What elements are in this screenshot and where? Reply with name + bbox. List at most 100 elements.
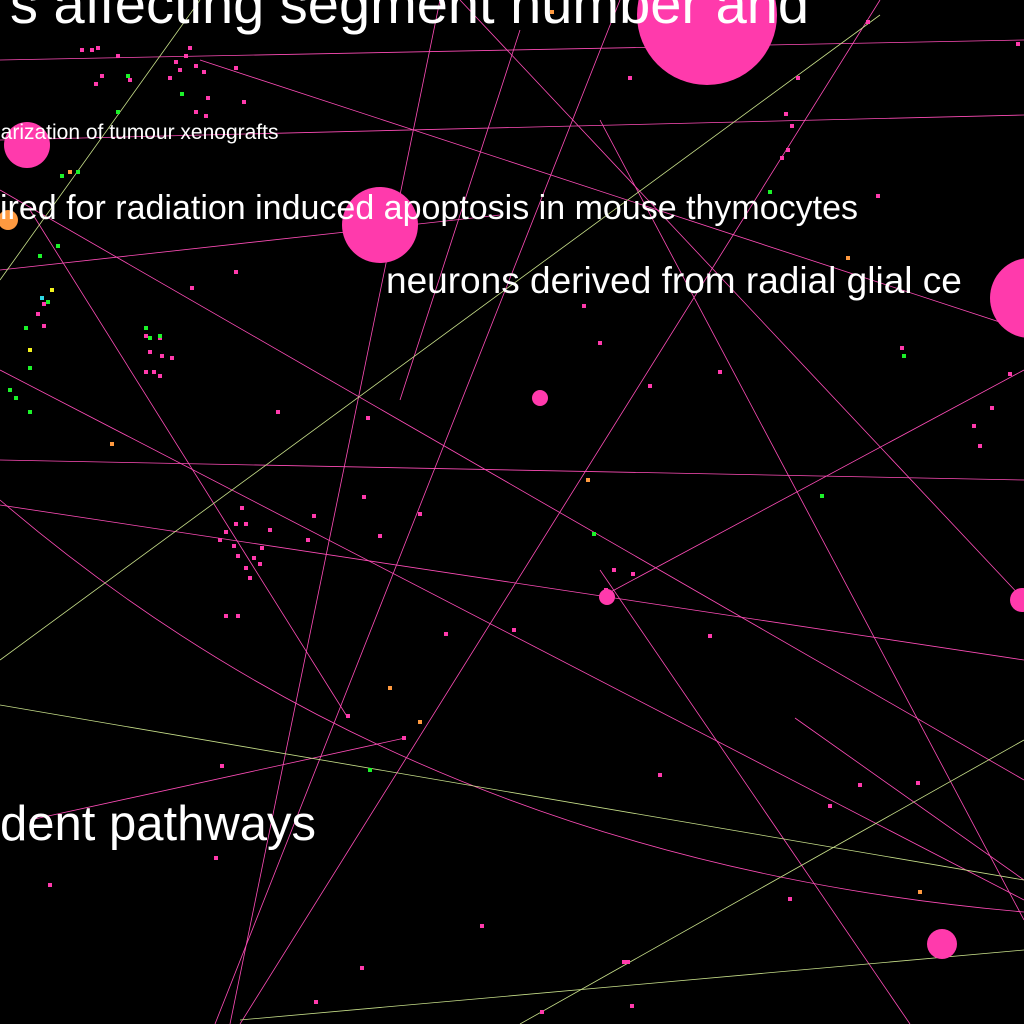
node-dot[interactable] bbox=[28, 366, 32, 370]
node-dot[interactable] bbox=[94, 82, 98, 86]
node-circle[interactable] bbox=[0, 210, 18, 230]
node-dot[interactable] bbox=[232, 544, 236, 548]
node-dot[interactable] bbox=[224, 530, 228, 534]
node-dot[interactable] bbox=[144, 326, 148, 330]
node-dot[interactable] bbox=[160, 354, 164, 358]
node-dot[interactable] bbox=[258, 562, 262, 566]
node-dot[interactable] bbox=[48, 883, 52, 887]
node-dot[interactable] bbox=[846, 256, 850, 260]
node-dot[interactable] bbox=[418, 512, 422, 516]
node-dot[interactable] bbox=[170, 356, 174, 360]
node-dot[interactable] bbox=[630, 1004, 634, 1008]
node-dot[interactable] bbox=[206, 96, 210, 100]
node-dot[interactable] bbox=[244, 566, 248, 570]
node-dot[interactable] bbox=[36, 312, 40, 316]
node-dot[interactable] bbox=[768, 190, 772, 194]
node-dot[interactable] bbox=[658, 773, 662, 777]
node-dot[interactable] bbox=[116, 110, 120, 114]
node-dot[interactable] bbox=[368, 768, 372, 772]
node-dot[interactable] bbox=[174, 60, 178, 64]
node-dot[interactable] bbox=[648, 384, 652, 388]
node-dot[interactable] bbox=[180, 92, 184, 96]
node-dot[interactable] bbox=[1016, 42, 1020, 46]
node-dot[interactable] bbox=[236, 614, 240, 618]
node-dot[interactable] bbox=[1008, 372, 1012, 376]
node-dot[interactable] bbox=[158, 374, 162, 378]
node-dot[interactable] bbox=[378, 534, 382, 538]
node-dot[interactable] bbox=[586, 478, 590, 482]
node-dot[interactable] bbox=[202, 70, 206, 74]
node-dot[interactable] bbox=[550, 10, 554, 14]
node-dot[interactable] bbox=[190, 286, 194, 290]
node-dot[interactable] bbox=[626, 960, 630, 964]
node-dot[interactable] bbox=[126, 74, 130, 78]
node-dot[interactable] bbox=[184, 54, 188, 58]
node-dot[interactable] bbox=[820, 494, 824, 498]
node-dot[interactable] bbox=[790, 124, 794, 128]
node-circle[interactable] bbox=[532, 390, 548, 406]
node-dot[interactable] bbox=[480, 924, 484, 928]
node-circle[interactable] bbox=[927, 929, 957, 959]
node-dot[interactable] bbox=[110, 442, 114, 446]
node-dot[interactable] bbox=[234, 522, 238, 526]
node-dot[interactable] bbox=[312, 514, 316, 518]
node-dot[interactable] bbox=[148, 350, 152, 354]
node-dot[interactable] bbox=[628, 76, 632, 80]
node-dot[interactable] bbox=[592, 532, 596, 536]
node-dot[interactable] bbox=[276, 410, 280, 414]
node-dot[interactable] bbox=[366, 416, 370, 420]
node-dot[interactable] bbox=[788, 897, 792, 901]
node-dot[interactable] bbox=[260, 546, 264, 550]
node-dot[interactable] bbox=[28, 348, 32, 352]
node-dot[interactable] bbox=[24, 326, 28, 330]
node-dot[interactable] bbox=[362, 495, 366, 499]
node-dot[interactable] bbox=[42, 302, 46, 306]
node-dot[interactable] bbox=[314, 1000, 318, 1004]
node-dot[interactable] bbox=[178, 68, 182, 72]
node-dot[interactable] bbox=[38, 254, 42, 258]
node-dot[interactable] bbox=[116, 54, 120, 58]
node-dot[interactable] bbox=[444, 632, 448, 636]
node-dot[interactable] bbox=[780, 156, 784, 160]
node-dot[interactable] bbox=[234, 270, 238, 274]
node-dot[interactable] bbox=[858, 783, 862, 787]
node-dot[interactable] bbox=[236, 554, 240, 558]
node-dot[interactable] bbox=[786, 148, 790, 152]
node-circle[interactable] bbox=[4, 122, 50, 168]
node-dot[interactable] bbox=[28, 410, 32, 414]
node-dot[interactable] bbox=[248, 576, 252, 580]
node-dot[interactable] bbox=[244, 522, 248, 526]
node-circle[interactable] bbox=[599, 589, 615, 605]
node-dot[interactable] bbox=[540, 1010, 544, 1014]
node-dot[interactable] bbox=[46, 300, 50, 304]
node-dot[interactable] bbox=[68, 170, 72, 174]
node-dot[interactable] bbox=[876, 194, 880, 198]
node-dot[interactable] bbox=[612, 568, 616, 572]
node-dot[interactable] bbox=[128, 78, 132, 82]
node-dot[interactable] bbox=[978, 444, 982, 448]
node-dot[interactable] bbox=[80, 48, 84, 52]
node-dot[interactable] bbox=[214, 856, 218, 860]
node-dot[interactable] bbox=[631, 572, 635, 576]
node-dot[interactable] bbox=[582, 304, 586, 308]
node-dot[interactable] bbox=[60, 174, 64, 178]
node-dot[interactable] bbox=[252, 556, 256, 560]
node-dot[interactable] bbox=[718, 370, 722, 374]
node-dot[interactable] bbox=[866, 20, 870, 24]
node-dot[interactable] bbox=[188, 46, 192, 50]
node-dot[interactable] bbox=[148, 336, 152, 340]
node-dot[interactable] bbox=[40, 296, 44, 300]
node-dot[interactable] bbox=[708, 634, 712, 638]
node-dot[interactable] bbox=[242, 100, 246, 104]
node-dot[interactable] bbox=[144, 370, 148, 374]
node-dot[interactable] bbox=[56, 244, 60, 248]
node-dot[interactable] bbox=[224, 614, 228, 618]
node-circle[interactable] bbox=[1010, 588, 1024, 612]
node-dot[interactable] bbox=[100, 74, 104, 78]
node-dot[interactable] bbox=[598, 341, 602, 345]
node-dot[interactable] bbox=[14, 396, 18, 400]
node-dot[interactable] bbox=[240, 506, 244, 510]
node-dot[interactable] bbox=[306, 538, 310, 542]
node-dot[interactable] bbox=[402, 736, 406, 740]
